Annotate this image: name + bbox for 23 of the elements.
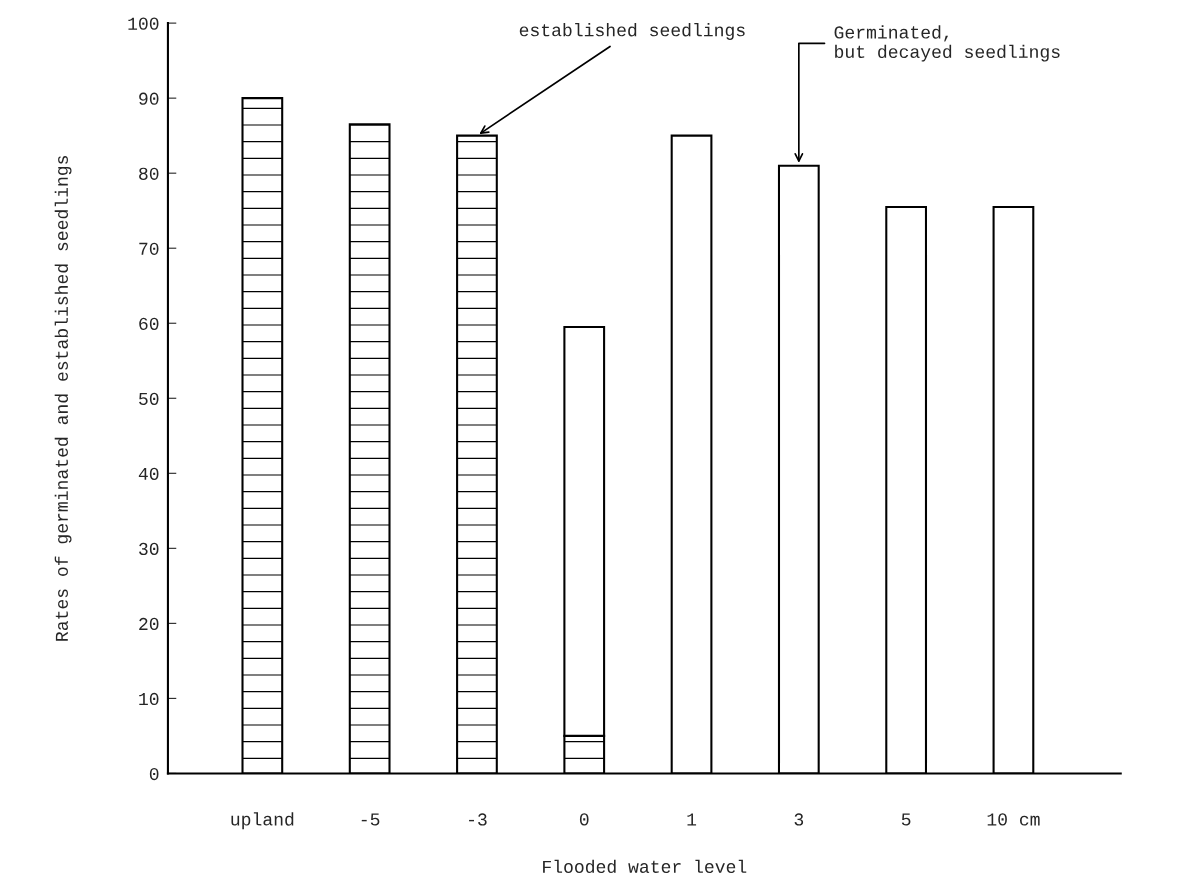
x-axis-title: Flooded water level xyxy=(543,859,747,874)
annotation: established seedlings xyxy=(519,23,745,40)
x-tick-label: 1 xyxy=(687,813,697,826)
y-tick-label: 40 xyxy=(138,467,159,481)
y-axis-title: Rates of germinated and established seedlings xyxy=(54,155,72,641)
y-tick-label: 20 xyxy=(139,617,159,631)
x-tick-label: -5 xyxy=(361,813,380,826)
y-tick-label: 50 xyxy=(139,392,159,405)
x-tick-label: 10 cm xyxy=(987,813,1040,826)
y-tick-label: 70 xyxy=(139,242,159,255)
y-tick-label: 30 xyxy=(139,542,159,556)
y-tick-label: 90 xyxy=(139,92,159,105)
x-tick-label: -3 xyxy=(469,813,487,826)
y-tick-label: 60 xyxy=(139,317,159,330)
y-tick-label: 0 xyxy=(149,767,159,781)
y-tick-label: 10 xyxy=(139,692,159,706)
y-tick-label: 100 xyxy=(128,17,159,30)
x-tick-label: 5 xyxy=(901,813,911,826)
x-tick-label: 0 xyxy=(579,813,589,826)
x-tick-label: 3 xyxy=(794,813,804,826)
annotation: Germinated, but decayed seedlings xyxy=(834,25,1060,62)
x-tick-label: upland xyxy=(231,812,294,830)
y-tick-label: 80 xyxy=(139,167,159,180)
